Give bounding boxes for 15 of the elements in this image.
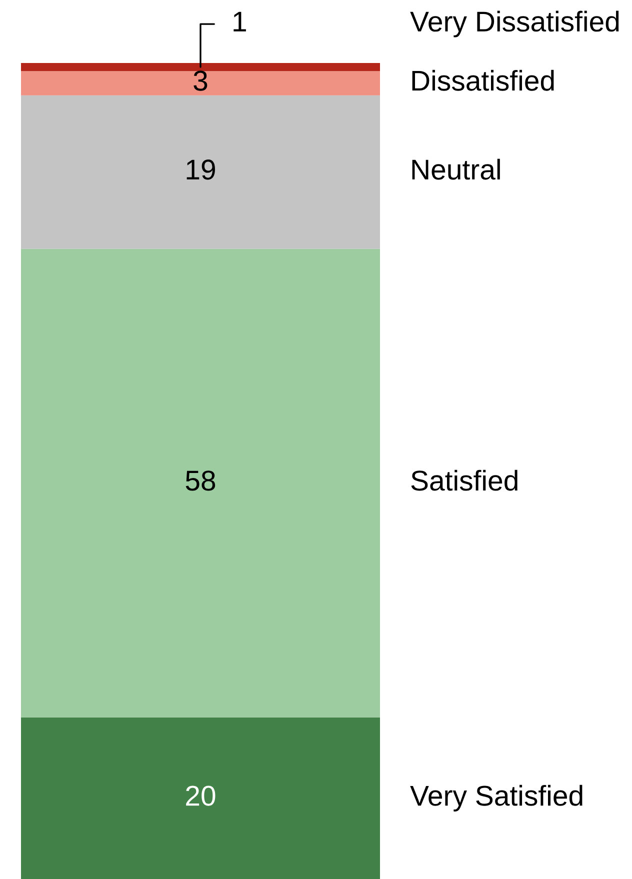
- series-label: Neutral: [412, 158, 500, 180]
- data-label: 3: [194, 70, 208, 91]
- series-label: Dissatisfied: [412, 70, 554, 91]
- bar: [21, 63, 380, 72]
- data-label: 20: [186, 786, 216, 806]
- data-label: 58: [186, 470, 216, 491]
- bar: [21, 717, 380, 879]
- series-label: Very Satisfied: [410, 784, 582, 812]
- data-label: 1: [234, 12, 246, 32]
- bar: [21, 248, 380, 718]
- bar: [21, 71, 380, 96]
- series-label: Very Dissatisfied: [410, 10, 619, 38]
- data-label: 19: [186, 160, 215, 180]
- bar: [21, 95, 380, 249]
- series-label: Satisfied: [411, 470, 518, 491]
